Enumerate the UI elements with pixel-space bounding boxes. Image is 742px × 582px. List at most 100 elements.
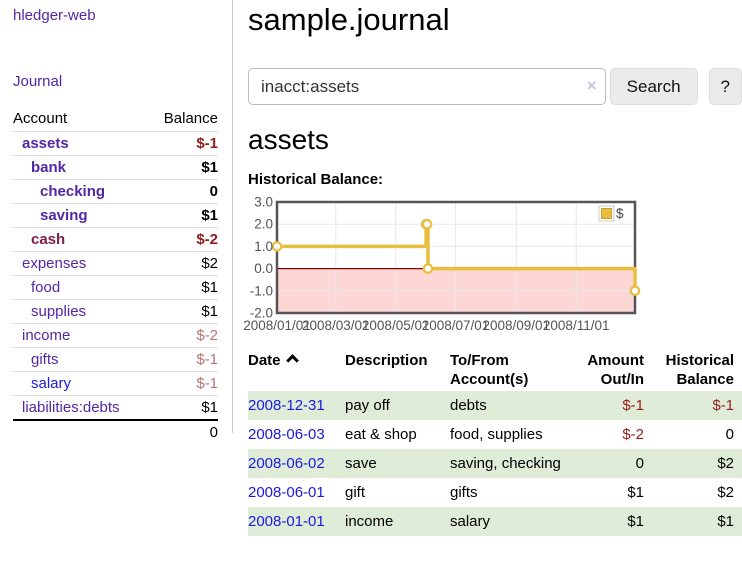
register-header-date: Date [248, 349, 345, 391]
search-help-button[interactable]: ? [708, 68, 742, 106]
main-content: sample.journal × Search ? assets Histori… [243, 0, 742, 537]
account-balance: $-1 [148, 131, 218, 156]
account-row: gifts $-1 [13, 347, 218, 372]
account-row: liabilities:debts $1 [13, 395, 218, 420]
accounts-total-row: 0 [13, 419, 218, 444]
transaction-amount: 0 [635, 455, 644, 473]
account-row: checking 0 [13, 179, 218, 204]
transaction-amount: $1 [627, 513, 644, 531]
transaction-balance: $2 [717, 455, 734, 473]
register-header-accounts: To/From Account(s) [450, 352, 529, 389]
transaction-date-link[interactable]: 2008-12-31 [248, 397, 325, 415]
transaction-date-link[interactable]: 2008-06-01 [248, 484, 325, 502]
account-balance: $2 [148, 251, 218, 276]
transaction-row: 2008-06-01 gift gifts $1 $2 [248, 478, 742, 507]
svg-text:0.0: 0.0 [254, 262, 273, 277]
svg-text:2008/01/01: 2008/01/01 [243, 318, 311, 333]
transaction-description: save [345, 455, 377, 473]
account-balance: $-1 [148, 347, 218, 372]
register-header-balance: Historical Balance [665, 352, 734, 389]
transaction-description: pay off [345, 397, 390, 415]
register-header-description: Description [345, 352, 428, 370]
app-title-link[interactable]: hledger-web [13, 7, 96, 24]
account-balance: $1 [148, 203, 218, 228]
account-row: expenses $2 [13, 251, 218, 276]
account-balance: $-2 [148, 227, 218, 252]
account-row: assets $-1 [13, 131, 218, 156]
transaction-description: eat & shop [345, 426, 417, 444]
svg-text:1.0: 1.0 [254, 239, 273, 254]
search-button[interactable]: Search [609, 68, 698, 106]
transaction-amount: $1 [627, 484, 644, 502]
transaction-row: 2008-01-01 income salary $1 $1 [248, 507, 742, 537]
account-link-salary[interactable]: salary [31, 375, 72, 392]
svg-text:3.0: 3.0 [254, 195, 273, 210]
svg-text:-1.0: -1.0 [250, 284, 273, 299]
transaction-description: gift [345, 484, 366, 502]
account-row: income $-2 [13, 323, 218, 348]
accounts-total: 0 [148, 419, 218, 444]
search-input[interactable] [248, 68, 606, 106]
historical-balance-chart: $3.0 2.0 1.0 0.0 -1.0 -2.0 2008/01/01 2008/03/0… [240, 190, 742, 340]
account-row: saving $1 [13, 203, 218, 228]
transaction-balance: $2 [717, 484, 734, 502]
date-header-label: Date [248, 352, 281, 370]
transaction-balance: $1 [717, 513, 734, 531]
transaction-description: income [345, 513, 394, 531]
transaction-date-link[interactable]: 2008-06-02 [248, 455, 325, 473]
transaction-amount: $-2 [622, 426, 644, 444]
account-balance: $1 [148, 155, 218, 180]
account-link-liabilities-debts[interactable]: liabilities:debts [22, 399, 120, 416]
chart-title: Historical Balance: [248, 171, 384, 189]
account-row: cash $-2 [13, 227, 218, 252]
search-form: × Search ? [248, 68, 742, 106]
transaction-row: 2008-06-03 eat & shop food, supplies $-2… [248, 420, 742, 449]
account-link-supplies[interactable]: supplies [31, 303, 87, 320]
account-balance: $-2 [148, 323, 218, 348]
sort-ascending-icon [285, 354, 299, 368]
account-row: salary $-1 [13, 371, 218, 396]
svg-text:2008/11/01: 2008/11/01 [543, 318, 610, 333]
transaction-date-link[interactable]: 2008-01-01 [248, 513, 325, 531]
account-link-saving[interactable]: saving [40, 207, 88, 224]
transaction-accounts: food, supplies [450, 426, 543, 444]
accounts-header-balance: Balance [163, 110, 218, 127]
transaction-row: 2008-06-02 save saving, checking 0 $2 [248, 449, 742, 479]
transaction-date-link[interactable]: 2008-06-03 [248, 426, 325, 444]
transaction-accounts: salary [450, 513, 491, 531]
register-header-amount: Amount Out/In [587, 352, 644, 389]
account-link-expenses[interactable]: expenses [22, 255, 87, 272]
page-title: sample.journal [248, 2, 450, 37]
account-link-bank[interactable]: bank [31, 159, 67, 176]
sidebar: hledger-web Journal Account Balance asse… [0, 0, 233, 444]
transaction-row: 2008-12-31 pay off debts $-1 $-1 [248, 391, 742, 421]
svg-text:2008/09/01: 2008/09/01 [483, 318, 551, 333]
accounts-table: Account Balance assets $-1 bank $1 check… [13, 107, 218, 444]
account-row: supplies $1 [13, 299, 218, 324]
account-heading: assets [248, 124, 329, 156]
account-balance: $1 [148, 275, 218, 300]
account-row: food $1 [13, 275, 218, 300]
account-balance: $1 [148, 299, 218, 324]
svg-text:2008/07/01: 2008/07/01 [422, 318, 490, 333]
account-balance: 0 [148, 179, 218, 204]
account-balance: $1 [148, 395, 218, 420]
accounts-header-account: Account [13, 110, 68, 127]
account-link-food[interactable]: food [31, 279, 61, 296]
account-link-income[interactable]: income [22, 327, 71, 344]
account-link-checking[interactable]: checking [40, 183, 106, 200]
sidebar-item-journal[interactable]: Journal [13, 73, 63, 90]
transaction-amount: $-1 [622, 397, 644, 415]
balance-chart-plot[interactable]: $3.0 2.0 1.0 0.0 -1.0 -2.02008/01/012008/03/0… [240, 190, 742, 340]
account-row: bank $1 [13, 155, 218, 180]
account-link-cash[interactable]: cash [31, 231, 66, 248]
account-balance: $-1 [148, 371, 218, 396]
svg-text:-2.0: -2.0 [250, 306, 273, 321]
account-link-assets[interactable]: assets [22, 135, 69, 152]
transaction-accounts: saving, checking [450, 455, 561, 473]
account-link-gifts[interactable]: gifts [31, 351, 59, 368]
clear-search-icon[interactable]: × [586, 76, 597, 96]
transaction-accounts: debts [450, 397, 487, 415]
svg-text:2008/03/01: 2008/03/01 [302, 318, 370, 333]
